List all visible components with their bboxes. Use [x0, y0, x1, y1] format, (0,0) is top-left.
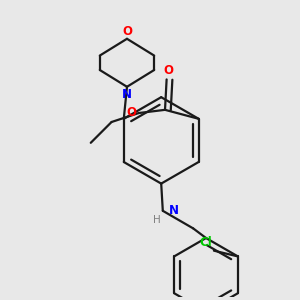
Text: O: O	[126, 106, 136, 119]
Text: O: O	[122, 25, 132, 38]
Text: H: H	[153, 214, 161, 225]
Text: N: N	[122, 88, 132, 101]
Text: N: N	[169, 204, 178, 217]
Text: O: O	[163, 64, 173, 77]
Text: Cl: Cl	[200, 236, 212, 249]
